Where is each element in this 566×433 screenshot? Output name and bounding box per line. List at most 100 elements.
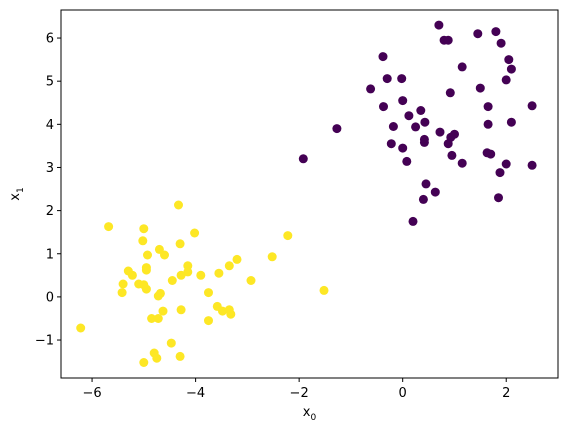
scatter-point <box>153 314 163 323</box>
scatter-point <box>76 323 86 333</box>
scatter-point <box>397 74 407 84</box>
scatter-point <box>411 122 421 132</box>
scatter-point <box>506 117 516 127</box>
scatter-point <box>196 270 206 280</box>
scatter-point <box>232 254 242 264</box>
scatter-point <box>246 276 256 285</box>
scatter-point <box>421 179 431 189</box>
scatter-point <box>176 305 186 315</box>
y-tick-label: 6 <box>46 32 54 47</box>
plot-frame <box>60 9 559 379</box>
scatter-point <box>398 143 408 153</box>
scatter-point <box>475 83 485 93</box>
x-tick-label: −2 <box>290 386 309 401</box>
scatter-point <box>419 137 429 147</box>
scatter-point <box>175 239 185 249</box>
scatter-point <box>447 150 457 160</box>
x-axis: −6 −4 −2 0 2 <box>82 378 510 401</box>
scatter-point <box>138 236 148 246</box>
scatter-point <box>443 139 453 149</box>
scatter-point <box>127 270 137 280</box>
scatter-point <box>118 279 128 289</box>
scatter-point <box>501 75 511 85</box>
scatter-point <box>386 139 396 149</box>
x-axis-label: x0 <box>303 405 317 423</box>
scatter-point <box>218 306 227 316</box>
scatter-point <box>398 96 408 106</box>
scatter-point <box>139 358 149 367</box>
scatter-point <box>160 250 169 260</box>
scatter-point <box>404 111 414 121</box>
scatter-point <box>496 38 506 48</box>
scatter-point <box>435 127 445 137</box>
scatter-marks <box>76 20 537 367</box>
scatter-point <box>167 276 177 285</box>
scatter-point <box>204 316 213 326</box>
scatter-point <box>495 168 505 178</box>
y-tick-label: 4 <box>46 118 54 133</box>
scatter-point <box>527 101 537 111</box>
scatter-point <box>267 252 277 262</box>
scatter-point <box>190 228 200 238</box>
scatter-point <box>226 309 236 319</box>
x-tick-label: 0 <box>399 386 407 401</box>
scatter-point <box>152 353 162 363</box>
scatter-point <box>483 102 493 112</box>
scatter-point <box>176 270 186 280</box>
scatter-point <box>378 52 388 62</box>
scatter-point <box>445 88 455 98</box>
scatter-point <box>174 200 183 210</box>
scatter-point <box>483 119 493 129</box>
scatter-point <box>408 216 418 226</box>
y-tick-label: 5 <box>46 75 54 90</box>
scatter-point <box>214 268 224 278</box>
y-axis-label: x1 <box>8 187 26 200</box>
scatter-point <box>501 159 511 169</box>
scatter-point <box>175 351 185 361</box>
scatter-point <box>183 267 193 277</box>
scatter-point <box>332 124 342 134</box>
scatter-point <box>283 231 293 241</box>
scatter-point <box>416 106 426 115</box>
scatter-point <box>204 288 213 298</box>
scatter-point <box>491 27 501 37</box>
scatter-point <box>141 265 151 275</box>
scatter-point <box>143 250 152 260</box>
scatter-point <box>430 187 440 197</box>
scatter-point <box>166 338 176 348</box>
y-axis: −1 0 1 2 3 4 5 6 <box>35 32 61 349</box>
scatter-point <box>418 194 428 204</box>
scatter-point <box>504 55 514 65</box>
scatter-point <box>147 314 157 323</box>
scatter-point <box>506 64 516 74</box>
scatter-point <box>457 62 467 72</box>
scatter-point <box>298 154 308 164</box>
scatter-point <box>366 84 376 94</box>
x-tick-label: 2 <box>502 386 510 401</box>
x-tick-label: −4 <box>186 386 205 401</box>
scatter-point <box>319 285 329 295</box>
scatter-point <box>158 306 168 316</box>
scatter-point <box>473 29 483 39</box>
scatter-point <box>527 160 537 170</box>
scatter-point <box>388 122 398 131</box>
y-tick-label: 2 <box>46 204 54 219</box>
scatter-point <box>117 288 127 298</box>
y-tick-label: 1 <box>46 247 54 262</box>
y-tick-label: 3 <box>46 161 54 176</box>
scatter-point <box>153 291 163 301</box>
scatter-point <box>443 35 453 45</box>
scatter-point <box>434 20 444 30</box>
scatter-point <box>402 156 412 166</box>
scatter-point <box>486 149 496 159</box>
x-tick-label: −6 <box>82 386 101 401</box>
scatter-point <box>104 222 114 232</box>
scatter-point <box>494 193 503 203</box>
scatter-point <box>379 102 388 112</box>
scatter-point <box>139 224 149 234</box>
scatter-point <box>420 117 430 127</box>
scatter-point <box>224 261 234 271</box>
scatter-point <box>382 74 392 84</box>
y-tick-label: −1 <box>35 334 54 349</box>
